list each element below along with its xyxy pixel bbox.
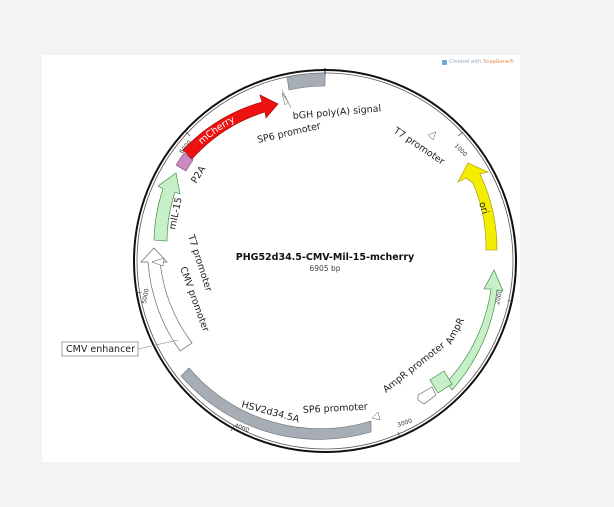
ampr-label: AmpR <box>444 316 467 347</box>
snapgene-logo-icon <box>442 59 448 65</box>
plasmid-size: 6905 bp <box>310 264 341 273</box>
bgh-feature[interactable] <box>286 72 326 91</box>
tick-5000: 5000 <box>136 288 151 304</box>
credit-brand: SnapGene® <box>483 59 514 65</box>
tick-3000: 3000 <box>396 417 413 438</box>
tick-1000: 1000 <box>453 131 469 158</box>
map-panel: Created with SnapGene® <box>42 55 520 462</box>
bgh-label: bGH poly(A) signal <box>292 103 381 122</box>
cmv-enhancer-label: CMV enhancer <box>66 344 135 355</box>
mcherry-feature[interactable] <box>182 94 279 160</box>
tick-4000: 4000 <box>230 422 250 434</box>
svg-text:4000: 4000 <box>233 422 250 434</box>
svg-text:1000: 1000 <box>453 142 469 158</box>
plasmid-name: PHG52d34.5-CMV-Mil-15-mcherry <box>236 252 415 263</box>
snapgene-credit: Created with SnapGene® <box>442 59 514 65</box>
svg-text:2000: 2000 <box>494 289 504 306</box>
sp6-top-marker <box>281 92 289 106</box>
t7-right-label: T7 promoter <box>390 125 446 168</box>
cmv-enhancer-connector <box>137 339 179 350</box>
sp6-bottom-label: SP6 promoter <box>303 402 368 416</box>
svg-text:3000: 3000 <box>396 417 413 428</box>
ori-label: ori <box>476 201 490 216</box>
tick-2000: 2000 <box>494 289 514 306</box>
ori-feature[interactable] <box>457 162 498 251</box>
sp6-bottom-marker <box>371 411 381 421</box>
p2a-feature[interactable] <box>175 152 194 172</box>
cmv-promoter-feature[interactable] <box>140 247 193 352</box>
sp6-top-label: SP6 promoter <box>256 121 322 146</box>
ampr-start-box <box>429 370 453 394</box>
t7-right-marker <box>427 131 437 141</box>
t7-left-marker <box>151 257 165 267</box>
cmv-enhancer-box[interactable] <box>61 341 139 357</box>
hsv-feature[interactable] <box>180 367 372 440</box>
ampr-promoter-arrow <box>417 386 437 405</box>
svg-text:5000: 5000 <box>141 288 151 304</box>
mil15-feature[interactable] <box>153 172 181 242</box>
credit-prefix: Created with <box>449 59 482 65</box>
p2a-label: P2A <box>189 164 208 186</box>
ampr-feature[interactable] <box>446 269 504 391</box>
